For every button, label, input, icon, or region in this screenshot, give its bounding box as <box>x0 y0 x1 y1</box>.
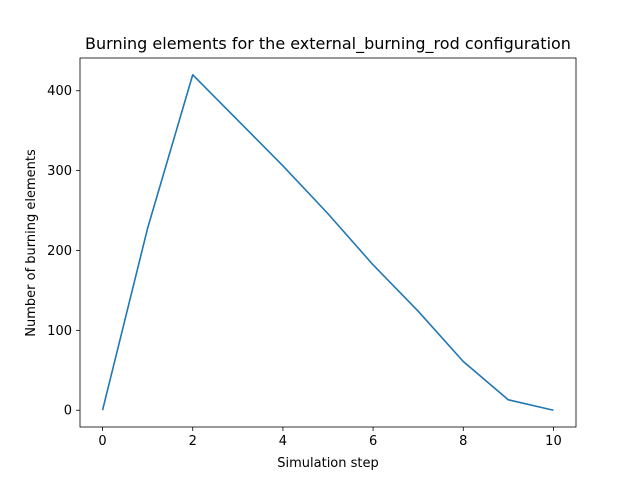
chart-title: Burning elements for the external_burnin… <box>85 34 571 54</box>
x-tick-label: 4 <box>279 434 287 449</box>
y-tick-label: 300 <box>47 164 72 179</box>
x-tick-label: 6 <box>369 434 377 449</box>
series-layer <box>101 73 554 412</box>
y-tick-label: 100 <box>47 324 72 339</box>
plot-area-frame <box>79 57 577 428</box>
y-tick-label: 0 <box>64 404 72 419</box>
x-tick-label: 10 <box>545 434 562 449</box>
x-axis-label: Simulation step <box>277 456 379 471</box>
y-tick-label: 400 <box>47 84 72 99</box>
series-line-0 <box>101 73 554 412</box>
y-axis-label: Number of burning elements <box>24 149 39 337</box>
y-axis-ticks: 0 100 200 300 400 <box>47 84 80 419</box>
x-tick-label: 2 <box>189 434 197 449</box>
x-axis-ticks: 0 2 4 6 8 10 <box>98 427 562 449</box>
x-tick-label: 0 <box>98 434 106 449</box>
x-tick-label: 8 <box>459 434 467 449</box>
y-tick-label: 200 <box>47 244 72 259</box>
